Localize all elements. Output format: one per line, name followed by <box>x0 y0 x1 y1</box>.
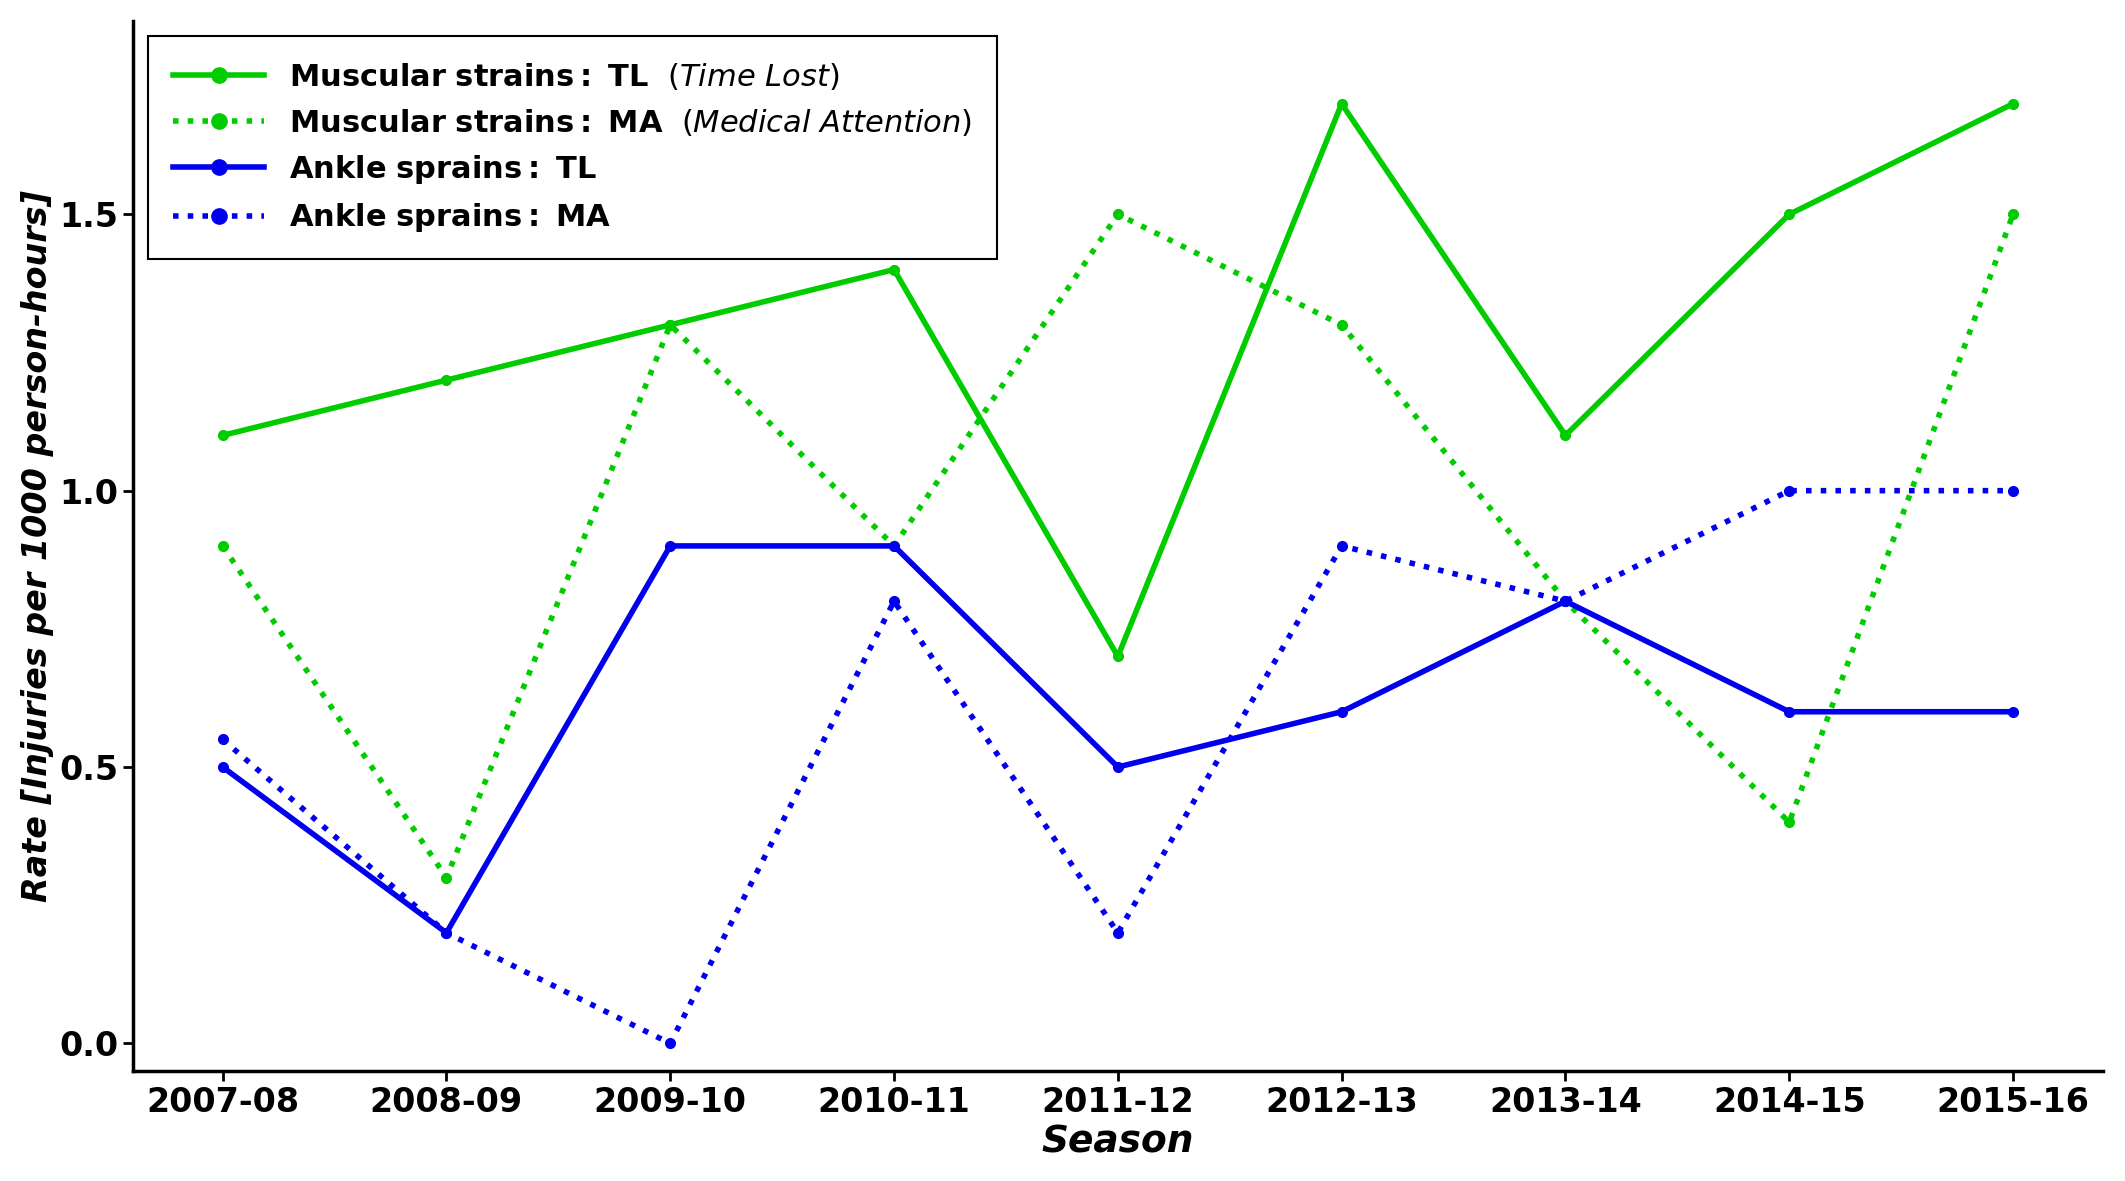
Legend: $\mathbf{Muscular\ strains:\ TL}$  $\mathit{(Time\ Lost)}$, $\mathbf{Muscular\ s: $\mathbf{Muscular\ strains:\ TL}$ $\math… <box>149 37 997 259</box>
X-axis label: Season: Season <box>1041 1124 1194 1160</box>
Y-axis label: Rate [Injuries per 1000 person-hours]: Rate [Injuries per 1000 person-hours] <box>21 190 53 902</box>
